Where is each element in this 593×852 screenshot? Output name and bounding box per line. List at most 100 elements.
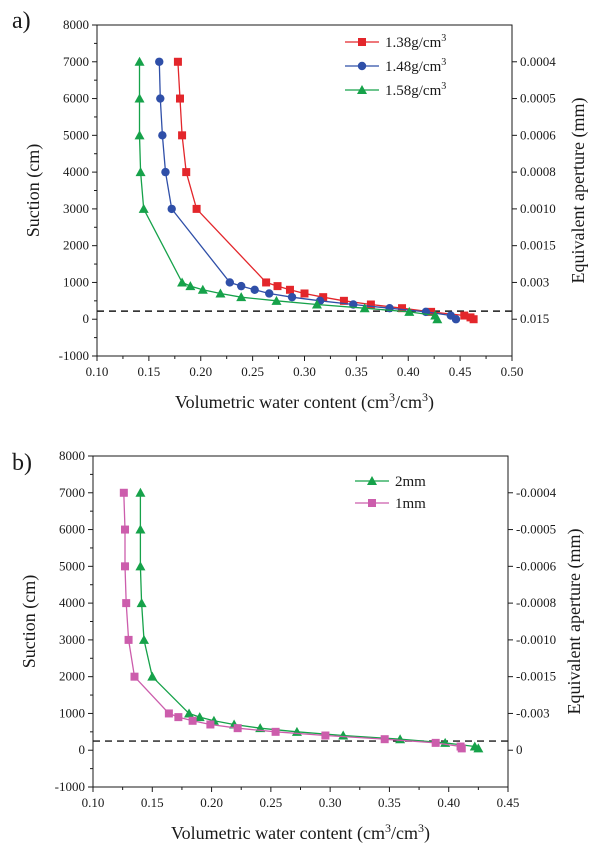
data-point bbox=[192, 204, 201, 213]
data-point bbox=[271, 295, 282, 305]
y2-tick-label: -0.0010 bbox=[516, 632, 556, 647]
data-point bbox=[135, 524, 146, 534]
y2-tick-label: -0.0015 bbox=[516, 669, 556, 684]
data-point bbox=[366, 300, 375, 309]
y2-tick-label: 0 bbox=[516, 742, 523, 757]
data-point bbox=[182, 168, 191, 177]
data-point bbox=[130, 672, 139, 681]
y2-tick-label: 0.0015 bbox=[520, 238, 556, 253]
y-tick-label: 4000 bbox=[63, 164, 89, 179]
y-tick-label: 1000 bbox=[59, 705, 85, 720]
x-tick-label: 0.30 bbox=[293, 364, 316, 379]
x-axis-title-part: /cm bbox=[395, 392, 422, 412]
data-point bbox=[321, 731, 330, 740]
data-point bbox=[404, 306, 415, 316]
legend-marker bbox=[358, 38, 366, 46]
x-axis-title-superscript: 3 bbox=[385, 821, 391, 835]
data-point bbox=[457, 744, 466, 753]
data-point bbox=[285, 285, 294, 294]
x-tick-label: 0.40 bbox=[397, 364, 420, 379]
y2-tick-label: 0.015 bbox=[520, 311, 549, 326]
series-line-1mm bbox=[123, 492, 463, 749]
legend-entry: 1.38g/cm3 bbox=[385, 33, 446, 51]
legend-entry: 2mm bbox=[395, 474, 426, 490]
x-tick-label: 0.45 bbox=[449, 364, 472, 379]
data-point bbox=[469, 315, 478, 324]
data-point bbox=[427, 307, 436, 316]
legend-label: 1.58g/cm bbox=[385, 83, 442, 99]
data-point bbox=[265, 289, 274, 298]
y2-tick-label: -0.0008 bbox=[516, 595, 556, 610]
data-point bbox=[134, 93, 145, 103]
x-axis-title-superscript: 3 bbox=[418, 821, 424, 835]
legend-marker bbox=[357, 61, 367, 71]
data-point bbox=[451, 315, 461, 324]
y2-tick-label: 0.0004 bbox=[520, 54, 556, 69]
y2-tick-label: 0.0006 bbox=[520, 127, 556, 142]
legend-marker bbox=[367, 476, 377, 485]
y2-tick-label: -0.003 bbox=[516, 705, 550, 720]
data-point bbox=[380, 735, 389, 744]
y-tick-label: 1000 bbox=[63, 274, 89, 289]
y-tick-label: 8000 bbox=[63, 17, 89, 32]
series-line-148gcm bbox=[158, 61, 457, 320]
panel-b: b) 0.10 0.15 0.20 0.25 0.30 0.35 0.40 0.45 -1000 0… bbox=[12, 448, 585, 844]
x-axis-title-superscript: 3 bbox=[389, 390, 395, 404]
y-axis-title: Suction (cm) bbox=[19, 575, 40, 668]
data-point bbox=[473, 743, 484, 753]
data-point bbox=[174, 713, 183, 722]
data-point bbox=[273, 282, 282, 291]
data-point bbox=[271, 727, 280, 736]
legend-label: 1.38g/cm bbox=[385, 35, 442, 51]
y-tick-label: 3000 bbox=[63, 201, 89, 216]
x-tick-label: 0.30 bbox=[319, 795, 342, 810]
y-tick-label: 2000 bbox=[59, 669, 85, 684]
legend-label-superscript: 3 bbox=[441, 57, 446, 68]
plot-frame bbox=[92, 455, 509, 788]
y2-tick-label: 0.0005 bbox=[520, 91, 556, 106]
x-tick-label: 0.45 bbox=[497, 795, 520, 810]
data-point bbox=[134, 56, 145, 66]
x-tick-label: 0.25 bbox=[259, 795, 282, 810]
x-axis-title-part: ) bbox=[424, 823, 430, 844]
y-tick-label: 8000 bbox=[59, 448, 85, 463]
series-line-2mm bbox=[139, 492, 479, 749]
data-point bbox=[197, 284, 208, 294]
y-tick-label: 2000 bbox=[63, 238, 89, 253]
legend-label: 1.48g/cm bbox=[385, 59, 442, 75]
x-axis-title-part: Volumetric water content (cm bbox=[175, 392, 389, 413]
series-line-138gcm bbox=[177, 61, 474, 320]
y2-tick-label: -0.0006 bbox=[516, 558, 557, 573]
data-point bbox=[147, 671, 158, 681]
data-point bbox=[185, 281, 196, 291]
panel-a: a) 0.10 0.15 0.20 0.25 0.30 0.35 0.40 0.45 0.50 -1… bbox=[12, 8, 589, 413]
x-axis-title-part: ) bbox=[428, 392, 434, 413]
legend-entry: 1mm bbox=[395, 496, 426, 512]
y2-tick-label: -0.0004 bbox=[516, 485, 557, 500]
data-point bbox=[215, 288, 226, 298]
data-point bbox=[161, 167, 170, 177]
data-point bbox=[134, 130, 145, 140]
data-point bbox=[460, 311, 469, 320]
data-point bbox=[188, 716, 197, 725]
data-point bbox=[135, 487, 146, 497]
legend-label-superscript: 3 bbox=[441, 33, 446, 44]
data-point bbox=[124, 635, 133, 644]
data-point bbox=[176, 94, 184, 103]
data-point bbox=[138, 203, 149, 213]
x-tick-label: 0.35 bbox=[378, 795, 401, 810]
series-line-158gcm bbox=[138, 61, 438, 320]
data-point bbox=[138, 634, 149, 644]
data-point bbox=[177, 277, 188, 287]
data-point bbox=[237, 281, 246, 291]
data-point bbox=[136, 598, 147, 608]
data-point bbox=[262, 278, 271, 287]
x-tick-label: 0.35 bbox=[345, 364, 368, 379]
x-tick-label: 0.25 bbox=[241, 364, 264, 379]
data-point bbox=[206, 720, 215, 729]
y2-tick-label: 0.003 bbox=[520, 274, 549, 289]
x-axis-title: Volumetric water content (cm3/cm3) bbox=[175, 390, 434, 413]
y-tick-label: 0 bbox=[83, 311, 90, 326]
data-point bbox=[339, 296, 348, 305]
y-tick-label: 3000 bbox=[59, 632, 85, 647]
